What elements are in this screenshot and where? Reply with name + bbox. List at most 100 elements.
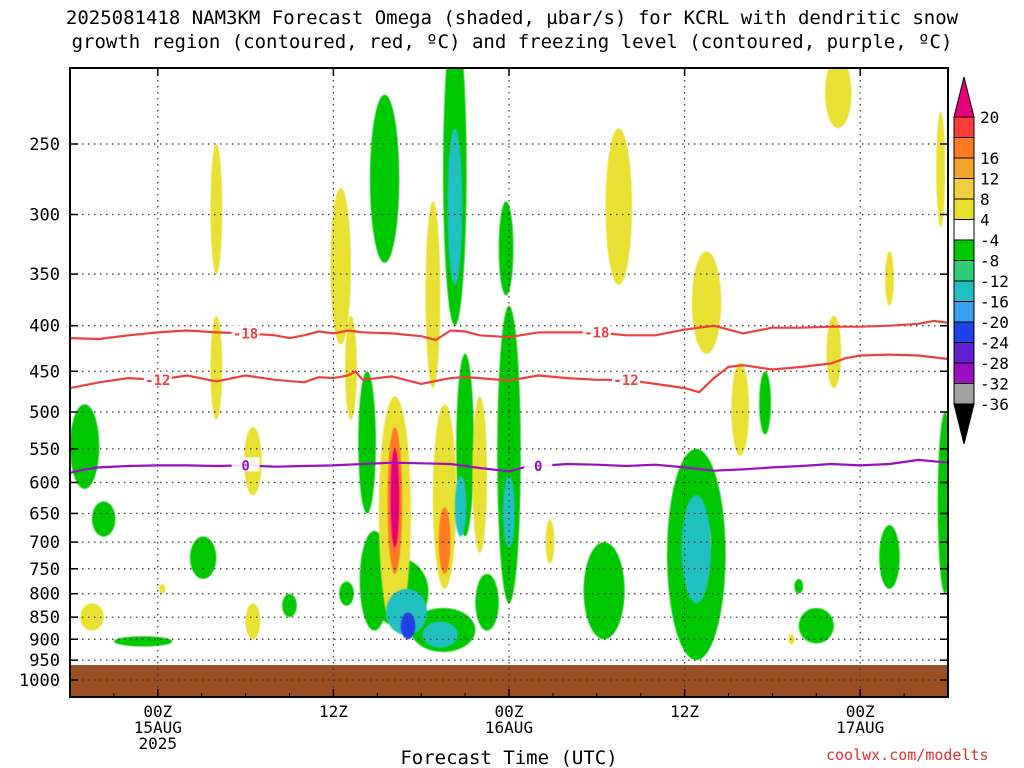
omega-positive-region-11: [605, 128, 632, 285]
omega-region-strong-6: [681, 495, 711, 604]
y-axis: 2503003504004505005506006507007508008509…: [19, 135, 948, 691]
y-tick-label: 400: [29, 317, 60, 337]
legend-label: 8: [980, 190, 990, 209]
omega-region-strong-0: [447, 128, 463, 285]
omega-positive-region-2: [210, 315, 223, 420]
legend-label: -4: [980, 231, 999, 250]
omega-positive-region-4: [245, 603, 261, 640]
legend-swatch: [953, 362, 975, 384]
omega-positive-region-0: [80, 603, 104, 631]
x-tick-label: 00Z: [143, 702, 172, 721]
legend-label: -12: [980, 272, 1009, 291]
contour-label: -18: [233, 326, 258, 342]
omega-positive-region-strong-2: [438, 507, 451, 574]
x-tick-label: 12Z: [319, 702, 348, 721]
omega-region-strong-4: [400, 612, 416, 640]
omega-positive-region-strong-1: [390, 448, 400, 548]
omega-region-19: [282, 593, 297, 618]
legend-swatch: [953, 116, 975, 138]
omega-positive-region-12: [691, 251, 722, 354]
y-tick-label: 500: [29, 403, 60, 423]
omega-region-17: [937, 412, 948, 594]
legend-swatch: [953, 198, 975, 220]
x-tick-label: 00Z: [846, 702, 875, 721]
y-tick-label: 700: [29, 533, 60, 553]
x-axis-label: Forecast Time (UTC): [400, 747, 617, 768]
chart-title-line1: 2025081418 NAM3KM Forecast Omega (shaded…: [65, 7, 959, 29]
contour-line-1: [70, 353, 948, 394]
legend-swatch: [953, 383, 975, 405]
legend-label: -36: [980, 395, 1009, 414]
legend-swatch: [953, 260, 975, 282]
omega-region-21: [759, 371, 771, 435]
legend-label: 4: [980, 211, 990, 230]
x-tick-label: 16AUG: [485, 718, 533, 737]
legend-label: -24: [980, 334, 1009, 353]
legend-label: 20: [980, 108, 999, 127]
omega-positive-region-15: [826, 315, 842, 389]
contour-label-bg: [143, 371, 172, 386]
omega-region-16: [798, 607, 834, 644]
y-tick-label: 750: [29, 560, 60, 580]
legend-label: -28: [980, 354, 1009, 373]
y-tick-label: 650: [29, 504, 60, 524]
contour-label: -18: [584, 325, 609, 341]
omega-positive-region-5: [330, 187, 351, 345]
omega-positive-region-20: [159, 583, 166, 594]
contour-label: -12: [613, 373, 638, 389]
source-credit: coolwx.com/modelts: [826, 746, 989, 764]
omega-region-strong-5: [422, 621, 458, 648]
y-tick-label: 250: [29, 135, 60, 155]
omega-region-3: [113, 636, 173, 647]
contour-label-bg: [582, 324, 611, 339]
legend-label: 12: [980, 170, 999, 189]
legend-label: 16: [980, 149, 999, 168]
omega-positive-region-16: [885, 251, 894, 306]
contour-label-bg: [524, 458, 553, 473]
omega-positive-region-8: [425, 201, 441, 389]
x-tick-label: 12Z: [670, 702, 699, 721]
omega-region-5: [358, 371, 376, 514]
y-tick-label: 450: [29, 362, 60, 382]
color-legend: 20 16 128 4-4 -8-12 -16-20 -24-28 -32-36: [953, 76, 1009, 445]
omega-region-9: [498, 201, 514, 296]
x-tick-label: 17AUG: [836, 718, 884, 737]
omega-region-strong-1: [454, 475, 467, 537]
y-tick-label: 1000: [19, 671, 60, 691]
y-tick-label: 300: [29, 205, 60, 225]
grid-lines: [70, 68, 948, 697]
omega-positive-region-18: [545, 519, 555, 564]
omega-positive-region-9: [432, 404, 457, 589]
omega-shading: [70, 68, 948, 661]
omega-positive-region-1: [210, 144, 223, 275]
omega-positive-region-14: [825, 68, 852, 129]
omega-region-14: [583, 542, 625, 640]
omega-positive-region-6: [345, 315, 357, 420]
legend-swatch: [953, 301, 975, 323]
omega-region-4: [369, 94, 400, 263]
legend-label: -8: [980, 252, 999, 271]
chart-title-line2: growth region (contoured, red, ºC) and f…: [71, 31, 953, 53]
contour-line-2: [70, 458, 948, 474]
omega-positive-region-10: [472, 396, 488, 553]
legend-swatch: [953, 342, 975, 364]
omega-region-0: [70, 404, 100, 489]
contour-label: 0: [241, 458, 249, 474]
omega-positive-region-17: [936, 111, 946, 228]
legend-swatch: [953, 321, 975, 343]
omega-region-22: [794, 578, 804, 594]
y-tick-label: 950: [29, 651, 60, 671]
omega-region-1: [91, 501, 116, 537]
legend-label: -20: [980, 313, 1009, 332]
omega-region-strong-2: [503, 475, 515, 548]
contour-label: -12: [145, 373, 170, 389]
y-tick-label: 600: [29, 473, 60, 493]
legend-swatch: [953, 219, 975, 241]
contour-label-bg: [612, 371, 641, 386]
contour-label: 0: [534, 459, 542, 475]
contour-label-bg: [231, 457, 260, 472]
y-tick-label: 350: [29, 265, 60, 285]
x-tick-label: 2025: [139, 734, 178, 753]
x-tick-label: 15AUG: [134, 718, 182, 737]
